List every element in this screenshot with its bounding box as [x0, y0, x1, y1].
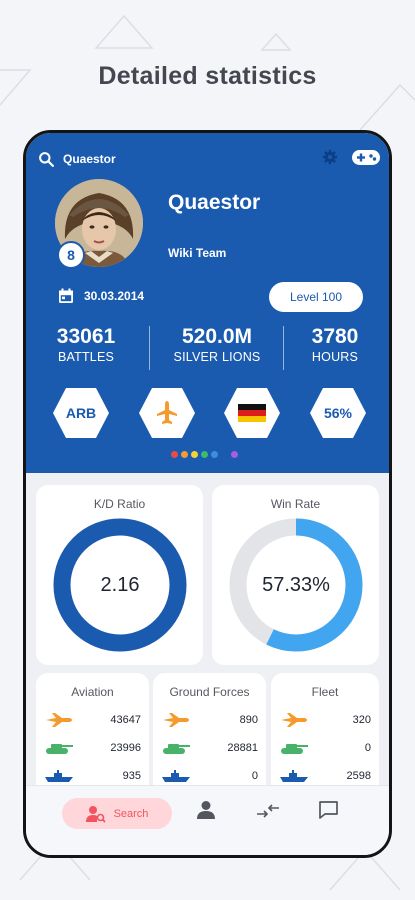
page-dot	[191, 451, 198, 458]
aviation-card: Aviation 43647 23996 935 8481	[36, 673, 149, 808]
page-dot	[231, 451, 238, 458]
kd-ratio-card: K/D Ratio 2.16	[36, 485, 203, 665]
hex-game-mode[interactable]: ARB	[52, 387, 110, 439]
fleet-card: Fleet 320 0 2598 34	[271, 673, 379, 808]
kd-ratio-value: 2.16	[100, 573, 140, 596]
percent-text: 56%	[323, 405, 353, 421]
hex-percent[interactable]: 56%	[309, 387, 367, 439]
aviation-value-planes: 43647	[110, 714, 141, 726]
ground-row-planes: 890	[161, 710, 258, 730]
fleet-value-planes: 320	[352, 714, 371, 726]
divider	[149, 326, 150, 370]
player-role: Wiki Team	[168, 246, 227, 260]
stat-battles-value: 33061	[56, 325, 116, 348]
stat-hours: 3780 HOURS	[286, 325, 384, 365]
ship-icon	[280, 770, 308, 782]
ground-value-ships: 0	[251, 770, 258, 782]
page-indicator	[171, 451, 241, 458]
page-dot	[171, 451, 178, 458]
page-dot	[181, 451, 188, 458]
page-dot	[211, 451, 218, 458]
stat-hours-value: 3780	[311, 325, 359, 348]
calendar-icon	[59, 288, 73, 303]
tank-icon	[281, 744, 308, 754]
ground-row-ships: 0	[161, 766, 258, 786]
fleet-value-tanks: 0	[364, 742, 371, 754]
divider	[283, 326, 284, 370]
profile-header: Quaestor	[26, 133, 389, 473]
ground-value-planes: 890	[239, 714, 258, 726]
ground-value-tanks: 28881	[227, 742, 258, 754]
kd-ratio-donut: 2.16	[53, 518, 187, 652]
win-rate-card: Win Rate 57.33%	[212, 485, 379, 665]
gear-icon[interactable]	[322, 149, 338, 165]
win-rate-title: Win Rate	[270, 497, 321, 511]
stat-silver-lions-label: SILVER LIONS	[173, 350, 261, 364]
gamepad-icon[interactable]	[352, 150, 380, 165]
tank-icon	[46, 744, 73, 754]
stat-battles-label: BATTLES	[57, 350, 115, 364]
hex-nation[interactable]	[223, 387, 281, 439]
game-mode-text: ARB	[65, 405, 97, 421]
ground-row-tanks: 28881	[161, 738, 258, 758]
plane-icon	[46, 713, 72, 727]
fleet-value-ships: 2598	[346, 770, 371, 782]
stat-hours-label: HOURS	[311, 350, 359, 364]
plane-icon	[157, 401, 177, 424]
win-rate-donut: 57.33%	[229, 518, 363, 652]
stat-silver-lions-value: 520.0M	[181, 325, 253, 348]
phone-frame: Quaestor	[23, 130, 392, 858]
stat-silver-lions: 520.0M SILVER LIONS	[152, 325, 282, 365]
search-bar[interactable]: Quaestor	[38, 147, 116, 171]
player-name: Quaestor	[168, 191, 261, 214]
user-icon[interactable]	[197, 800, 215, 820]
compare-icon[interactable]	[255, 803, 281, 819]
nav-search-button[interactable]: Search	[62, 798, 172, 829]
fleet-title: Fleet	[311, 685, 339, 699]
aviation-value-tanks: 23996	[110, 742, 141, 754]
aviation-row-ships: 935	[44, 766, 141, 786]
search-query[interactable]: Quaestor	[63, 152, 116, 166]
aviation-row-tanks: 23996	[44, 738, 141, 758]
level-badge: 8	[57, 241, 85, 269]
registration-date: 30.03.2014	[58, 288, 144, 304]
ship-icon	[162, 770, 190, 782]
ground-forces-title: Ground Forces	[169, 685, 250, 699]
plane-icon	[163, 713, 189, 727]
date-text: 30.03.2014	[84, 289, 145, 303]
plane-icon	[281, 713, 307, 727]
win-rate-ring	[229, 518, 363, 652]
chat-icon[interactable]	[318, 800, 339, 820]
fleet-row-tanks: 0	[279, 738, 371, 758]
aviation-value-ships: 935	[122, 770, 141, 782]
ship-icon	[45, 770, 73, 782]
fleet-row-planes: 320	[279, 710, 371, 730]
kd-ratio-ring	[53, 518, 187, 652]
player-avatar[interactable]	[55, 179, 143, 267]
page-dot	[201, 451, 208, 458]
nav-search-label: Search	[113, 807, 149, 820]
stat-battles: 33061 BATTLES	[38, 325, 134, 365]
germany-flag-icon	[238, 404, 266, 422]
aviation-row-planes: 43647	[44, 710, 141, 730]
hex-vehicle-type[interactable]	[138, 387, 196, 439]
tank-icon	[163, 744, 190, 754]
page-headline: Detailed statistics	[98, 62, 317, 90]
ground-forces-card: Ground Forces 890 28881 0 3551	[153, 673, 266, 808]
kd-ratio-title: K/D Ratio	[93, 497, 146, 511]
user-search-icon	[85, 805, 106, 823]
fleet-row-ships: 2598	[279, 766, 371, 786]
level-pill: Level 100	[269, 282, 363, 312]
search-icon[interactable]	[38, 151, 55, 168]
win-rate-value: 57.33%	[262, 573, 330, 596]
bottom-navigation: Search	[26, 785, 389, 855]
aviation-title: Aviation	[71, 685, 114, 699]
